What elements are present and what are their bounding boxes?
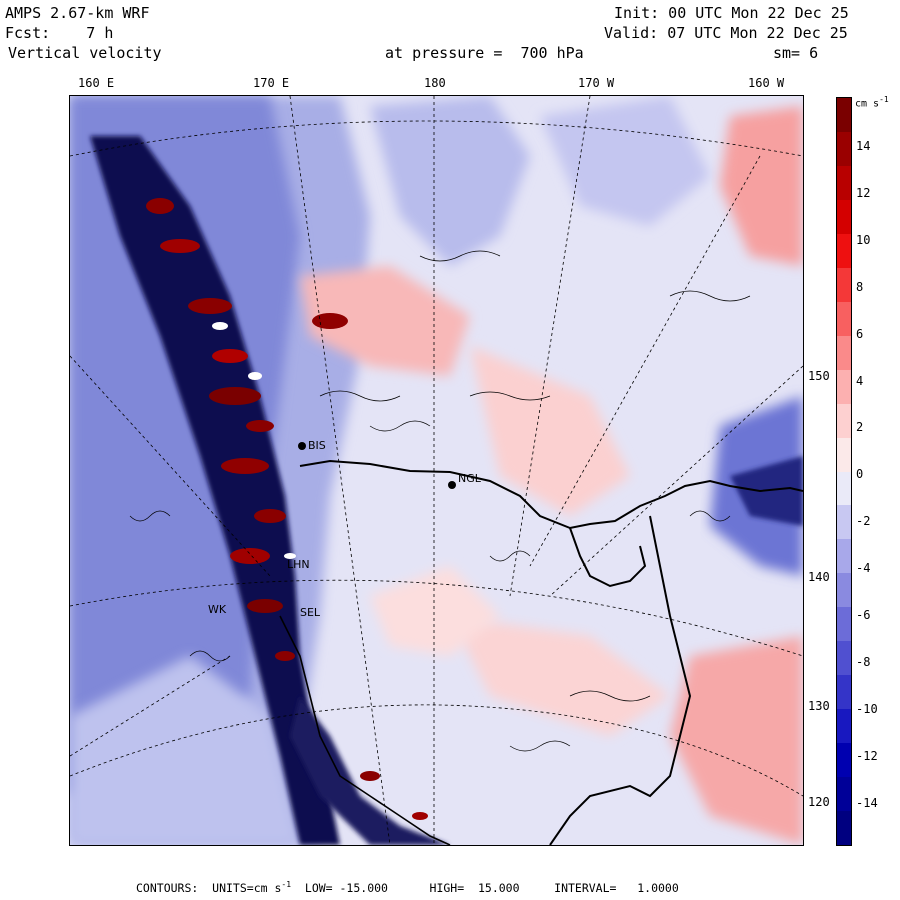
ross-ice-shelf-front [299,459,803,530]
forecast-hour: Fcst: 7 h [5,24,114,42]
positive-region-east-1 [470,346,630,516]
colorbar [836,97,852,846]
colorbar-tick-label: 14 [856,139,871,153]
negative-patch-northeast [540,96,710,226]
lon-label-170w: 170 W [578,76,615,90]
colorbar-band [837,403,851,439]
colorbar-band [837,641,851,676]
lat-label-120w: 120 W [808,795,845,809]
colorbar-band [837,471,851,506]
colorbar-tick-label: 2 [856,420,864,435]
colorbar-tick-label: 4 [856,373,864,388]
colorbar-band [837,777,851,812]
pressure-level: at pressure = 700 hPa [385,44,584,62]
footer-contours: CONTOURS: UNITS=cm s-1 LOW= -15.000 HIGH… [136,880,679,895]
colorbar-band [837,131,851,167]
colorbar-band [837,165,851,201]
positive-region-central [300,266,470,376]
negative-region-southwest [70,656,300,845]
lat-label-140w: 140 W [808,570,845,584]
footer-units-exp: -1 [281,880,292,889]
positive-region-northeast [720,106,803,266]
smoothing: sm= 6 [773,44,819,62]
longitude-lines [70,96,803,845]
station-marker-ngl[interactable] [448,481,456,489]
south-coast-band [290,696,450,845]
model-title: AMPS 2.67-km WRF [5,4,150,22]
colorbar-band [837,199,851,235]
colorbar-tick-label: -6 [856,608,871,622]
positive-region-south [450,616,670,736]
colorbar-band [837,743,851,778]
lon-label-160w: 160 W [748,76,785,90]
station-label-lhn: LHN [287,558,310,571]
station-label-ngl: NGL [458,472,481,485]
station-marker-bis[interactable] [298,442,306,450]
negative-patch-north [370,96,530,266]
colorbar-band [837,539,851,574]
mountain-wave-band [90,136,340,845]
valid-time: Valid: 07 UTC Mon 22 Dec 25 [604,24,848,42]
init-time: Init: 00 UTC Mon 22 Dec 25 [614,4,849,22]
colorbar-units: cm s-1 [855,95,889,109]
colorbar-tick-label: -2 [856,514,871,529]
colorbar-tick-label: -4 [856,561,871,576]
coastline-west [279,615,451,845]
colorbar-band [837,267,851,303]
colorbar-band [837,301,851,337]
colorbar-tick-label: 8 [856,279,864,294]
colorbar-band [837,675,851,710]
footer-contours-text: CONTOURS: UNITS=cm s [136,880,282,895]
colorbar-tick-label: -12 [856,748,878,763]
colorbar-tick-label: 0 [856,467,864,482]
field-name: Vertical velocity [8,44,162,62]
station-label-bis: BIS [308,439,326,452]
colorbar-band [837,233,851,269]
colorbar-band [837,335,851,371]
lon-label-160e: 160 E [78,76,115,90]
colorbar-band [837,437,851,472]
colorbar-units-text: cm s [855,98,880,110]
colorbar-units-exp: -1 [879,95,889,104]
colorbar-tick-label: -8 [856,654,871,669]
colorbar-band [837,98,851,133]
negative-region-strong [70,96,300,796]
colorbar-band [837,573,851,608]
roosevelt-island [569,527,647,588]
colorbar-tick-label: 12 [856,185,871,200]
colorbar-tick-label: -14 [856,795,878,810]
colorbar-band [837,505,851,540]
positive-region-mid [370,566,500,656]
contour-lines [129,250,751,752]
colorbar-band [837,607,851,642]
colorbar-band [837,709,851,744]
mountain-wave-cells [146,198,428,820]
lat-label-150w: 150 W [808,369,845,383]
map-panel[interactable]: BIS NGL LHN SEL WK [69,95,804,846]
lat-label-130w: 130 W [808,699,845,713]
station-label-wk: WK [208,603,227,616]
colorbar-tick-label: 6 [856,326,864,341]
vertical-velocity-map [70,96,803,845]
positive-region-southeast [670,636,803,845]
latitude-lines [70,120,803,797]
station-label-sel: SEL [300,606,321,619]
footer-range: LOW= -15.000 HIGH= 15.000 INTERVAL= 1.00… [291,880,679,895]
colorbar-band [837,811,851,846]
lon-label-170e: 170 E [253,76,290,90]
grounding-line [549,515,692,845]
colorbar-band [837,369,851,405]
colorbar-tick-label: 10 [856,232,871,247]
lon-label-180: 180 [424,76,446,90]
colorbar-tick-label: -10 [856,701,878,716]
